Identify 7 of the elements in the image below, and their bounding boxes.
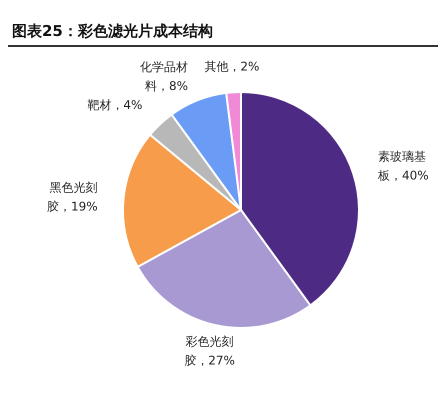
slice-label: 素玻璃基板，40% [376, 150, 429, 182]
slice-label: 化学品材料，8% [140, 60, 188, 94]
chart-title: 图表25：彩色滤光片成本结构 [11, 21, 214, 42]
slice-label: 黑色光刻胶，19% [46, 180, 98, 214]
slice-label: 彩色光刻胶，27% [184, 334, 235, 368]
slice-label: 靶材，4% [87, 98, 142, 112]
slice-label: 其他，2% [204, 59, 260, 74]
